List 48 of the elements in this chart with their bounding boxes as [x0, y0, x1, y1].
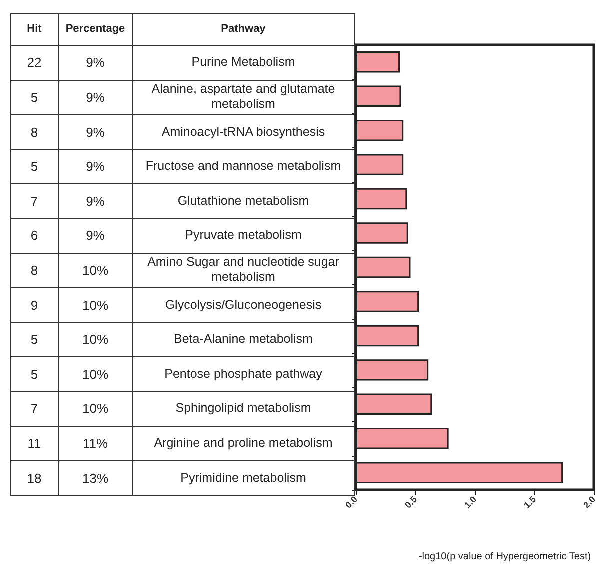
text: 11	[10, 426, 58, 461]
x-tick-label: 2.0	[582, 494, 598, 510]
y-tick-label: Arginine and proline metabolism	[132, 426, 354, 461]
text: 5	[10, 322, 58, 357]
y-tick-label: Pyrimidine metabolism	[132, 460, 354, 496]
x-axis-title: -log10(p value of Hypergeometric Test)	[418, 552, 592, 562]
text: 9%	[58, 149, 132, 184]
text: 9%	[58, 46, 132, 80]
y-tick-label: Sphingolipid metabolism	[132, 392, 354, 426]
text: 9%	[58, 80, 132, 115]
y-tick-label: Fructose and mannose metabolism	[132, 149, 354, 184]
text: Percentage	[58, 14, 132, 46]
y-tick-label: Alanine, aspartate and glutamate metabolism	[132, 80, 354, 115]
y-tick-label: Glutathione metabolism	[132, 184, 354, 219]
text: 5	[10, 356, 58, 392]
text: 10%	[58, 392, 132, 426]
text: 5	[10, 149, 58, 184]
y-tick-label: Pentose phosphate pathway	[132, 356, 354, 392]
text: 10%	[58, 253, 132, 288]
y-tick-label: Purine Metabolism	[132, 46, 354, 80]
text: 9%	[58, 184, 132, 219]
text: Pathway	[132, 14, 354, 46]
text: 5	[10, 80, 58, 115]
text: 9%	[58, 218, 132, 254]
text: 11%	[58, 426, 132, 461]
text: 6	[10, 218, 58, 254]
y-tick-label: Aminoacyl-tRNA biosynthesis	[132, 114, 354, 150]
text: 9	[10, 288, 58, 322]
x-tick-label: 1.5	[522, 494, 538, 510]
text: 7	[10, 184, 58, 219]
text: 13%	[58, 460, 132, 496]
y-tick-label: Pyruvate metabolism	[132, 218, 354, 254]
x-tick-label: 1.0	[462, 494, 479, 510]
text: 10%	[58, 356, 132, 392]
text: 8	[10, 114, 58, 150]
text: 10%	[58, 288, 132, 322]
text: 22	[10, 46, 58, 80]
y-tick-label: Beta-Alanine metabolism	[132, 322, 354, 357]
x-tick-label: 0.5	[403, 494, 420, 510]
text: 9%	[58, 114, 132, 150]
y-tick-label: Glycolysis/Gluconeogenesis	[132, 288, 354, 322]
x-tick-label: 0.0	[344, 494, 360, 510]
text: 10%	[58, 322, 132, 357]
text: 8	[10, 253, 58, 288]
text: Hit	[10, 14, 58, 46]
text: 7	[10, 392, 58, 426]
text: 18	[10, 460, 58, 496]
y-tick-label: Amino Sugar and nucleotide sugar metabolism	[132, 253, 354, 288]
